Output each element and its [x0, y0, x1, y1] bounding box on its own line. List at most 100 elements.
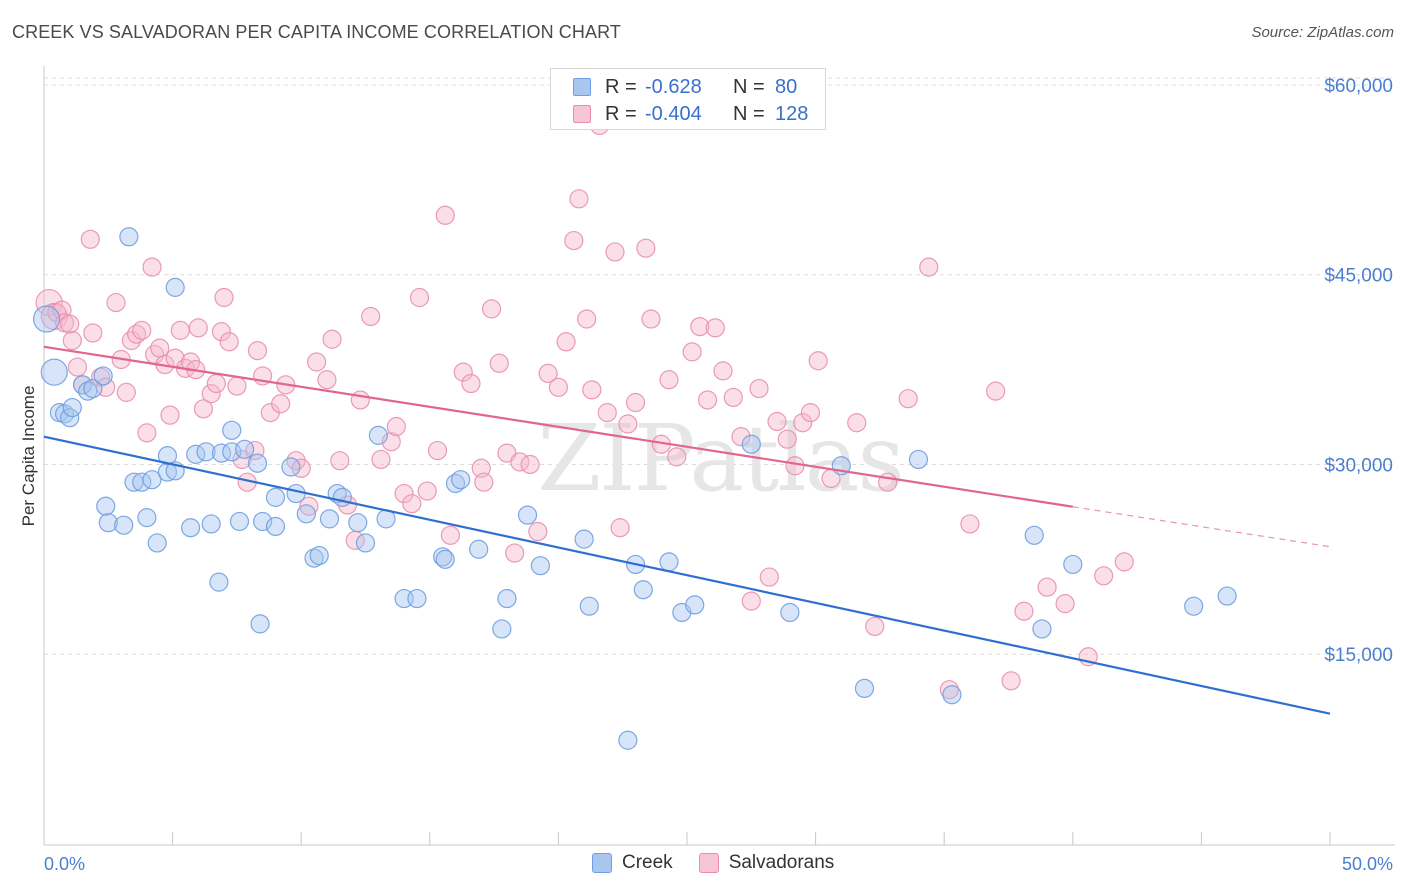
creek-point — [618, 730, 638, 750]
salvadorans-point — [245, 440, 265, 461]
salvadorans-point — [1037, 577, 1057, 597]
creek-point — [142, 470, 162, 490]
salvadorans-point — [330, 451, 350, 471]
creek-point — [469, 539, 489, 559]
n-value: 128 — [775, 102, 809, 125]
legend-item-creek: Creek — [592, 852, 673, 874]
creek-point — [1063, 554, 1083, 575]
salvadorans-point — [800, 403, 821, 423]
salvadorans-point — [427, 440, 448, 461]
salvadorans-point — [636, 238, 656, 258]
legend-row-creek: R = -0.628 N = 80 — [573, 75, 815, 99]
creek-point — [497, 588, 517, 609]
creek-point — [407, 588, 427, 609]
creek-point — [119, 227, 139, 247]
creek-point — [96, 496, 116, 516]
salvadorans-point — [777, 429, 797, 449]
creek-point — [530, 556, 550, 576]
creek-point — [211, 443, 232, 463]
creek-point — [304, 548, 324, 568]
creek-point — [265, 487, 286, 507]
creek-point — [1184, 596, 1204, 616]
creek-swatch — [573, 78, 591, 96]
n-label: N = — [733, 75, 765, 98]
creek-point — [196, 442, 216, 462]
legend-label-salvadorans: Salvadorans — [728, 852, 835, 873]
salvadorans-point — [618, 414, 638, 434]
creek-point — [72, 375, 93, 395]
salvadorans-point — [394, 483, 414, 504]
salvadorans-point — [201, 384, 221, 404]
salvadorans-point — [322, 329, 342, 349]
stats-legend: R = -0.628 N = 80 R = -0.404 N = 128 — [550, 68, 826, 130]
y-tick-label: $60,000 — [1324, 76, 1393, 97]
salvadorans-point — [605, 242, 625, 262]
salvadorans-point — [697, 390, 718, 410]
salvadorans-point — [474, 472, 494, 492]
creek-point — [309, 545, 329, 566]
salvadorans-point — [160, 405, 180, 425]
series-legend: Creek Salvadorans — [592, 852, 860, 874]
creek-point — [854, 678, 875, 699]
salvadorans-point — [1094, 566, 1114, 586]
creek-point — [40, 358, 68, 386]
creek-point — [201, 514, 221, 534]
salvadorans-point — [271, 394, 291, 414]
creek-point — [574, 529, 594, 549]
salvadorans-point — [641, 309, 661, 329]
salvadorans-point — [556, 332, 576, 352]
salvadorans-point — [350, 390, 370, 410]
salvadorans-swatch — [573, 105, 591, 123]
creek-point — [265, 516, 286, 537]
n-value: 80 — [775, 75, 798, 98]
salvadorans-point — [47, 303, 67, 323]
salvadorans-point — [142, 257, 162, 277]
salvadorans-point — [206, 373, 226, 394]
salvadorans-point — [582, 380, 602, 400]
creek-point — [54, 404, 75, 424]
creek-point — [319, 509, 340, 529]
creek-point — [355, 533, 376, 553]
creek-point — [579, 596, 599, 616]
n-label: N = — [733, 102, 765, 125]
salvadorans-point — [60, 314, 80, 334]
salvadorans-point — [667, 447, 687, 467]
salvadorans-point — [247, 341, 268, 361]
salvadorans-point — [505, 543, 525, 563]
salvadorans-point — [659, 370, 679, 390]
salvadorans-swatch — [698, 853, 719, 873]
salvadorans-point — [461, 373, 481, 394]
y-tick-label: $45,000 — [1324, 266, 1393, 287]
creek-point — [633, 580, 653, 600]
creek-point — [1032, 619, 1052, 639]
creek-point — [157, 446, 178, 466]
creek-point — [253, 511, 273, 532]
creek-point — [147, 533, 167, 553]
salvadorans-point — [80, 229, 100, 249]
salvadorans-point — [219, 332, 239, 352]
salvadorans-point — [793, 413, 813, 433]
salvadorans-point — [481, 299, 502, 319]
creek-point — [229, 511, 250, 532]
r-value: -0.628 — [645, 75, 702, 98]
creek-point — [445, 473, 466, 494]
salvadorans-point — [767, 411, 787, 432]
creek-point — [741, 434, 761, 454]
salvadorans-point — [386, 416, 406, 437]
salvadorans-point — [121, 330, 142, 351]
trend-layer — [43, 345, 1331, 715]
salvadorans-point — [1055, 594, 1075, 614]
salvadorans-point — [741, 591, 761, 611]
salvadorans-point — [291, 458, 311, 478]
salvadorans-point — [939, 680, 959, 700]
salvadorans-point — [865, 616, 885, 637]
creek-point — [165, 277, 185, 297]
creek-point — [235, 439, 255, 459]
creek-point — [780, 602, 800, 623]
creek-point — [332, 487, 352, 507]
salvadorans-point — [371, 449, 391, 470]
creek-point — [942, 685, 962, 705]
y-axis-label: Per Capita Income — [19, 386, 38, 527]
salvadorans-point — [1114, 552, 1134, 572]
salvadorans-point — [960, 514, 980, 534]
